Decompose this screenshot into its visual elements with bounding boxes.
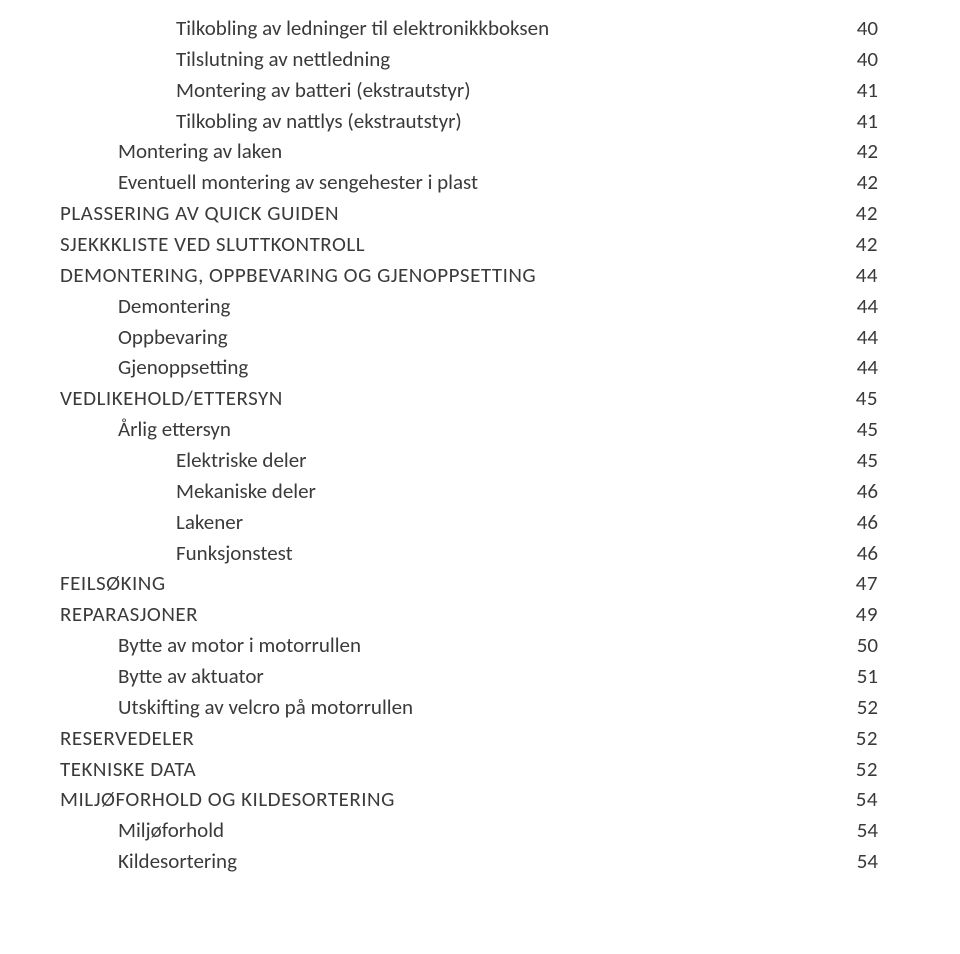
toc-entry-title: Mekaniske deler	[176, 476, 845, 507]
toc-entry: Oppbevaring44	[60, 322, 878, 353]
toc-entry-title: Montering av laken	[118, 136, 845, 167]
toc-entry-page: 46	[845, 507, 878, 538]
toc-entry: PLASSERING AV QUICK GUIDEN42	[60, 198, 878, 229]
toc-entry-page: 46	[845, 538, 878, 569]
toc-entry-page: 42	[844, 198, 878, 229]
toc-entry-page: 45	[844, 383, 878, 414]
toc-entry-title: DEMONTERING, OPPBEVARING OG GJENOPPSETTI…	[60, 260, 844, 291]
toc-entry-page: 44	[845, 352, 878, 383]
toc-entry-title: Gjenoppsetting	[118, 352, 845, 383]
toc-entry-page: 42	[845, 167, 878, 198]
toc-entry-page: 52	[845, 692, 878, 723]
toc-entry-title: PLASSERING AV QUICK GUIDEN	[60, 198, 844, 229]
toc-entry-page: 54	[844, 784, 878, 815]
toc-entry-page: 44	[845, 291, 878, 322]
toc-entry: MILJØFORHOLD OG KILDESORTERING54	[60, 784, 878, 815]
toc-entry-title: FEILSØKING	[60, 568, 844, 599]
toc-entry-page: 46	[845, 476, 878, 507]
toc-entry-title: TEKNISKE DATA	[60, 754, 844, 785]
toc-entry-title: Tilkobling av nattlys (ekstrautstyr)	[176, 106, 845, 137]
toc-entry-page: 41	[845, 106, 878, 137]
toc-entry-title: Demontering	[118, 291, 845, 322]
toc-entry-title: Elektriske deler	[176, 445, 845, 476]
toc-entry-page: 44	[844, 260, 878, 291]
toc-entry-page: 54	[845, 846, 878, 877]
toc-entry: Tilkobling av ledninger til elektronikkb…	[60, 13, 878, 44]
toc-entry-title: Eventuell montering av sengehester i pla…	[118, 167, 845, 198]
toc-entry: Bytte av aktuator51	[60, 661, 878, 692]
toc-entry: Utskifting av velcro på motorrullen52	[60, 692, 878, 723]
toc-entry-title: Montering av batteri (ekstrautstyr)	[176, 75, 845, 106]
toc-entry-title: Utskifting av velcro på motorrullen	[118, 692, 845, 723]
toc-entry-page: 44	[845, 322, 878, 353]
toc-entry-title: Bytte av motor i motorrullen	[118, 630, 845, 661]
toc-entry: Lakener46	[60, 507, 878, 538]
toc-entry: FEILSØKING47	[60, 568, 878, 599]
toc-entry-page: 41	[845, 75, 878, 106]
toc-entry: REPARASJONER49	[60, 599, 878, 630]
toc-entry-page: 45	[845, 445, 878, 476]
toc-entry: Tilslutning av nettledning40	[60, 44, 878, 75]
toc-entry: RESERVEDELER52	[60, 723, 878, 754]
toc-entry-page: 54	[845, 815, 878, 846]
toc-entry-title: Kildesortering	[118, 846, 845, 877]
toc-entry-page: 52	[844, 723, 878, 754]
toc-entry: TEKNISKE DATA52	[60, 754, 878, 785]
toc-entry-title: Årlig ettersyn	[118, 414, 845, 445]
toc-entry-page: 42	[845, 136, 878, 167]
toc-entry-page: 40	[845, 44, 878, 75]
table-of-contents: Tilkobling av ledninger til elektronikkb…	[60, 13, 878, 877]
toc-entry: Kildesortering54	[60, 846, 878, 877]
toc-entry-title: Bytte av aktuator	[118, 661, 845, 692]
toc-entry-title: RESERVEDELER	[60, 723, 844, 754]
toc-entry: Montering av laken42	[60, 136, 878, 167]
toc-entry-title: Lakener	[176, 507, 845, 538]
toc-entry: Årlig ettersyn45	[60, 414, 878, 445]
toc-entry: Gjenoppsetting44	[60, 352, 878, 383]
toc-entry-page: 52	[844, 754, 878, 785]
toc-entry-page: 45	[845, 414, 878, 445]
toc-entry: Funksjonstest46	[60, 538, 878, 569]
toc-entry-page: 49	[844, 599, 878, 630]
toc-entry: Bytte av motor i motorrullen50	[60, 630, 878, 661]
toc-entry-title: Tilkobling av ledninger til elektronikkb…	[176, 13, 845, 44]
toc-entry: Tilkobling av nattlys (ekstrautstyr)41	[60, 106, 878, 137]
toc-entry-page: 47	[844, 568, 878, 599]
toc-entry-title: VEDLIKEHOLD/ETTERSYN	[60, 383, 844, 414]
toc-entry: Mekaniske deler46	[60, 476, 878, 507]
toc-entry: Demontering44	[60, 291, 878, 322]
toc-entry-page: 42	[844, 229, 878, 260]
toc-entry: Miljøforhold54	[60, 815, 878, 846]
toc-entry-page: 40	[845, 13, 878, 44]
toc-entry-title: Funksjonstest	[176, 538, 845, 569]
toc-entry-title: SJEKKKLISTE VED SLUTTKONTROLL	[60, 229, 844, 260]
toc-entry: SJEKKKLISTE VED SLUTTKONTROLL42	[60, 229, 878, 260]
toc-entry: Eventuell montering av sengehester i pla…	[60, 167, 878, 198]
toc-entry-title: MILJØFORHOLD OG KILDESORTERING	[60, 784, 844, 815]
toc-entry-title: Oppbevaring	[118, 322, 845, 353]
toc-entry: DEMONTERING, OPPBEVARING OG GJENOPPSETTI…	[60, 260, 878, 291]
toc-entry-page: 51	[845, 661, 878, 692]
toc-entry-title: REPARASJONER	[60, 599, 844, 630]
toc-entry: Elektriske deler45	[60, 445, 878, 476]
toc-entry: Montering av batteri (ekstrautstyr)41	[60, 75, 878, 106]
toc-entry-title: Miljøforhold	[118, 815, 845, 846]
toc-entry-title: Tilslutning av nettledning	[176, 44, 845, 75]
toc-entry-page: 50	[845, 630, 878, 661]
toc-entry: VEDLIKEHOLD/ETTERSYN45	[60, 383, 878, 414]
